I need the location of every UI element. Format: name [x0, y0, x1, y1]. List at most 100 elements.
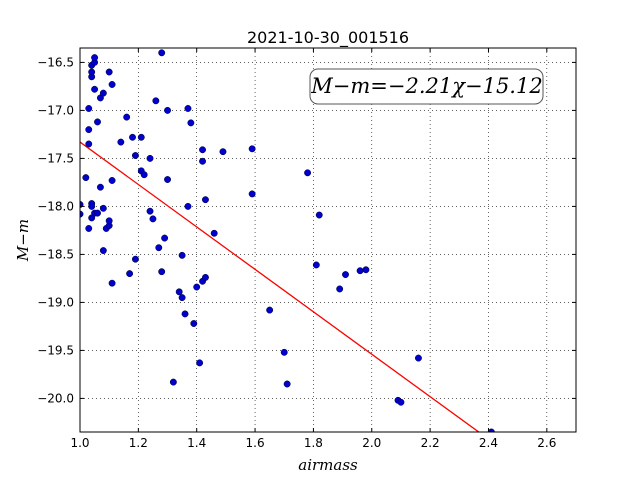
grid-lines: [80, 48, 576, 432]
data-point: [140, 171, 148, 179]
data-point: [202, 273, 209, 281]
chart-title: 2021-10-30_001516: [247, 28, 409, 48]
x-tick-label: 1.4: [187, 436, 206, 450]
data-point: [82, 174, 90, 182]
data-point: [199, 157, 206, 165]
data-point: [105, 68, 113, 76]
data-point: [108, 177, 116, 184]
data-point: [190, 320, 198, 327]
data-point: [158, 49, 166, 57]
data-point: [210, 229, 218, 237]
data-point: [184, 202, 192, 210]
data-point: [283, 380, 291, 388]
x-tick-label: 2.6: [537, 436, 556, 450]
data-point: [96, 183, 104, 191]
axis-ticks: 1.0 1.2 1.4 1.6 1.8 2.0 2.2 2.4 2.6 −16.5 −17.0 −17…: [37, 48, 576, 450]
data-point: [193, 283, 201, 291]
data-point: [312, 261, 320, 269]
data-point: [155, 244, 163, 252]
data-point: [146, 154, 154, 162]
data-point: [304, 169, 312, 177]
data-point: [91, 54, 99, 62]
data-point: [336, 285, 344, 293]
data-point: [158, 268, 166, 276]
x-axis-label: airmass: [298, 456, 358, 474]
data-point: [131, 152, 139, 159]
data-point: [99, 247, 107, 255]
data-point: [196, 359, 204, 367]
plot-frame: [79, 47, 577, 433]
data-point: [248, 190, 256, 198]
y-axis-label: M−m: [14, 219, 32, 262]
data-point: [85, 105, 93, 112]
data-point: [99, 204, 107, 212]
data-points: [80, 49, 495, 432]
data-point: [164, 106, 171, 114]
y-tick-label: −18.5: [37, 247, 74, 261]
y-tick-label: −17.0: [37, 103, 74, 117]
data-point: [108, 81, 116, 88]
data-point: [178, 294, 186, 302]
data-point: [146, 207, 154, 215]
data-point: [175, 288, 183, 296]
data-point: [105, 217, 113, 225]
equation-annotation: M−m=−2.21χ−15.12: [309, 68, 544, 105]
data-point: [219, 148, 227, 156]
data-point: [126, 270, 134, 278]
data-point: [91, 85, 99, 93]
y-tick-label: −16.5: [37, 55, 74, 69]
data-point: [202, 196, 209, 204]
y-tick-label: −17.5: [37, 151, 74, 165]
y-tick-label: −19.0: [37, 295, 74, 309]
data-point: [169, 378, 177, 386]
data-point: [85, 126, 93, 134]
data-point: [117, 138, 125, 146]
data-point: [362, 266, 370, 274]
data-point: [131, 255, 139, 263]
x-tick-label: 1.2: [129, 436, 148, 450]
data-point: [414, 354, 422, 362]
fit-line: [80, 141, 480, 432]
x-tick-label: 1.6: [246, 436, 265, 450]
data-point: [187, 119, 195, 127]
data-point: [152, 97, 160, 105]
data-point: [94, 118, 101, 126]
equation-box: [309, 68, 544, 105]
data-point: [164, 176, 171, 183]
y-tick-label: −19.5: [37, 343, 74, 357]
x-tick-label: 1.0: [70, 436, 89, 450]
data-point: [85, 140, 93, 148]
x-tick-label: 2.0: [362, 436, 381, 450]
fit-line-group: [80, 141, 480, 432]
data-point: [137, 133, 145, 141]
data-point: [129, 133, 136, 141]
plot-area: [80, 48, 576, 432]
data-point: [94, 209, 101, 217]
data-point: [342, 271, 349, 279]
y-tick-label: −18.0: [37, 199, 74, 213]
data-point: [184, 105, 192, 112]
data-point: [397, 398, 405, 406]
data-point: [199, 146, 206, 154]
data-point: [108, 279, 116, 287]
x-tick-label: 2.4: [479, 436, 498, 450]
y-tick-label: −20.0: [37, 391, 74, 405]
data-point: [181, 310, 189, 318]
data-point: [280, 348, 288, 356]
data-point: [99, 89, 107, 97]
equation-text: M−m=−2.21χ−15.12: [310, 74, 542, 98]
data-point: [88, 202, 96, 210]
data-point: [248, 145, 256, 153]
data-point: [123, 113, 131, 121]
data-point: [85, 225, 93, 232]
data-point: [88, 68, 96, 76]
data-point: [161, 234, 169, 242]
data-point: [266, 306, 274, 314]
x-tick-label: 2.2: [421, 436, 440, 450]
x-tick-label: 1.8: [304, 436, 323, 450]
data-point: [178, 251, 186, 259]
data-point: [356, 267, 364, 275]
data-point: [149, 215, 157, 223]
data-point: [315, 211, 323, 219]
